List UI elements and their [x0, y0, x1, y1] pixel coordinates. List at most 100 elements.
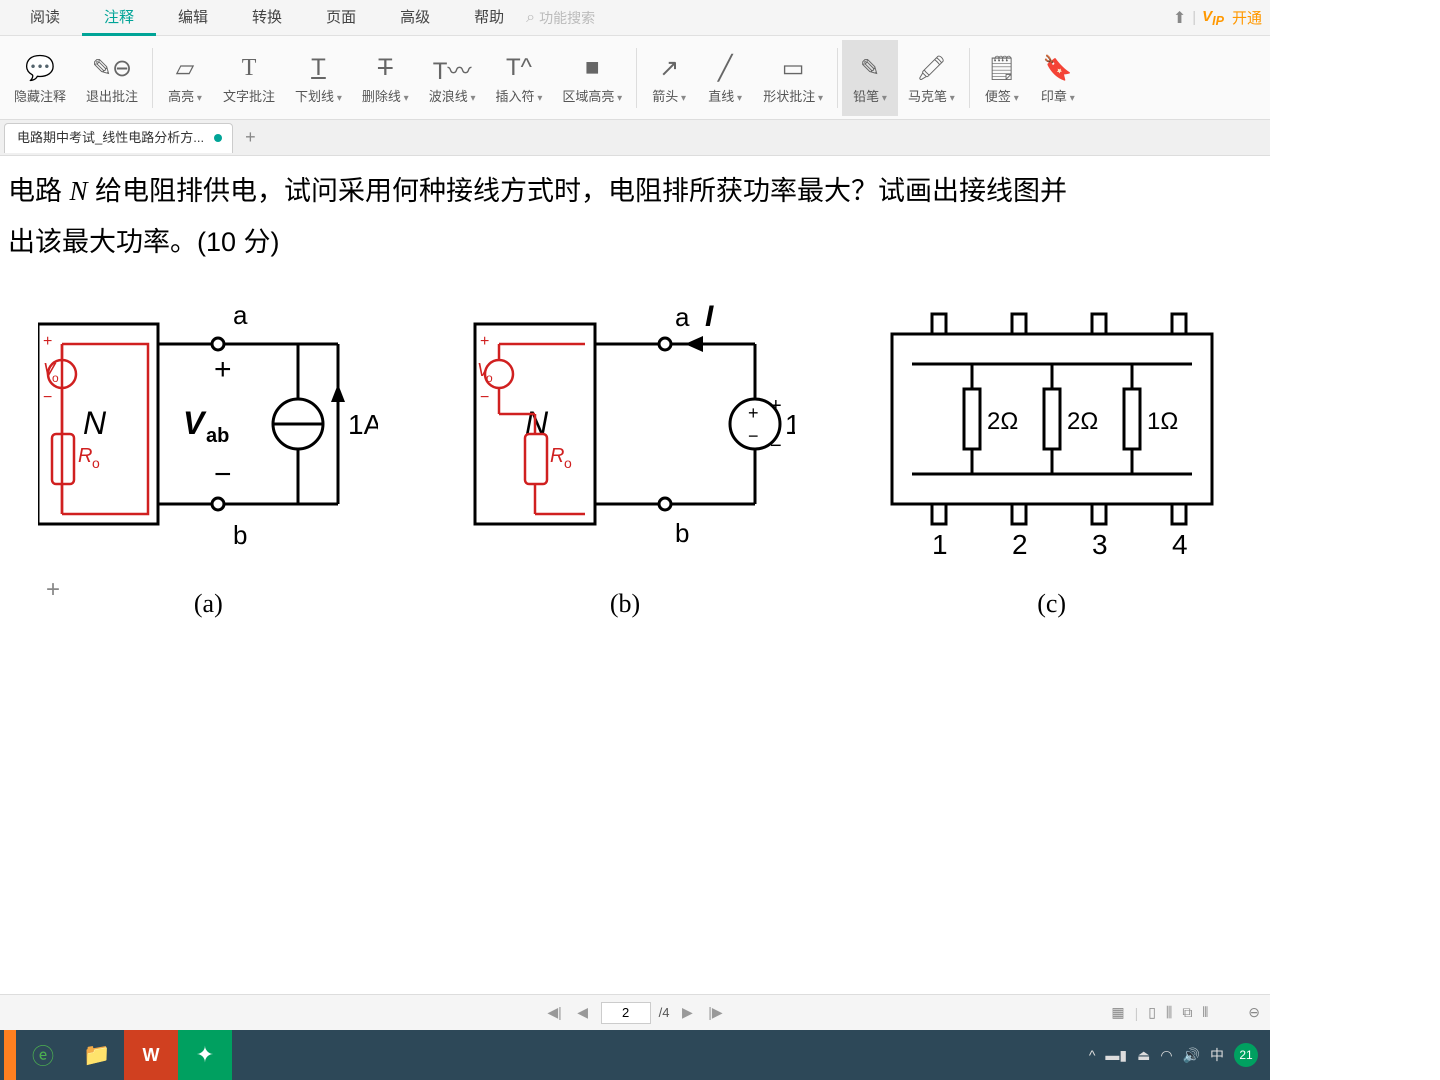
svg-text:−: − [480, 389, 489, 406]
document-viewport[interactable]: 电路 N 给电阻排供电，试问采用何种接线方式时，电阻排所获功率最大？试画出接线图… [0, 156, 1270, 1030]
circuit-a-svg: N a b + − V ab [38, 284, 378, 564]
view-book-icon[interactable]: ⫴ [1202, 1004, 1208, 1021]
last-page-button[interactable]: |▶ [705, 1004, 725, 1021]
marker-button[interactable]: 🖍 马克笔 [898, 40, 965, 116]
menu-annotate[interactable]: 注释 [82, 0, 156, 36]
document-tab[interactable]: 电路期中考试_线性电路分析方... [4, 123, 233, 153]
marker-icon: 🖍 [916, 50, 946, 86]
svg-text:b: b [233, 520, 247, 550]
wps-icon[interactable]: W [124, 1030, 178, 1080]
tray-up-icon[interactable]: ^ [1089, 1047, 1096, 1063]
circuit-diagram-c: 2Ω 2Ω 1Ω 1 2 3 4 (c) [872, 284, 1232, 619]
comment-icon: 💬 [25, 50, 55, 86]
svg-text:2: 2 [1012, 529, 1028, 560]
usb-icon[interactable]: ⏏ [1137, 1047, 1150, 1064]
svg-text:1: 1 [932, 529, 948, 560]
page-number-input[interactable] [601, 1002, 651, 1024]
svg-text:o: o [486, 371, 493, 385]
vip-button[interactable]: VIP 开通 [1202, 7, 1262, 28]
view-controls: ▦ | ▯ ⫼ ⧉ ⫴ ⊖ [1111, 1004, 1260, 1021]
view-continuous-icon[interactable]: ⫼ [1166, 1004, 1172, 1021]
svg-text:a: a [675, 302, 690, 332]
svg-text:a: a [233, 300, 248, 330]
svg-text:o: o [564, 455, 572, 471]
caret-icon: T^ [506, 50, 532, 86]
add-tab-button[interactable]: + [233, 127, 268, 148]
note-icon: 🗒 [987, 50, 1017, 86]
svg-text:o: o [92, 455, 100, 471]
text-annotation-button[interactable]: T 文字批注 [213, 40, 285, 116]
sticky-note-button[interactable]: 🗒 便签 [974, 40, 1030, 116]
layout-grid-icon[interactable]: ▦ [1111, 1004, 1124, 1021]
volume-icon[interactable]: 🔊 [1183, 1047, 1200, 1064]
svg-text:V: V [183, 405, 207, 441]
view-single-icon[interactable]: ▯ [1148, 1004, 1156, 1021]
stamp-button[interactable]: 🔖 印章 [1030, 40, 1086, 116]
pdf-app-icon[interactable]: ✦ [178, 1030, 232, 1080]
system-tray: ^ ▬▮ ⏏ ◠ 🔊 中 21 [1089, 1043, 1266, 1067]
ime-indicator[interactable]: 中 [1210, 1045, 1224, 1065]
insert-caret-button[interactable]: T^ 插入符 [486, 40, 553, 116]
svg-text:o: o [52, 371, 59, 385]
vip-icon: VIP [1202, 8, 1224, 28]
square-icon: ■ [585, 50, 600, 86]
menu-help[interactable]: 帮助 [452, 0, 526, 36]
menu-edit[interactable]: 编辑 [156, 0, 230, 36]
diagram-b-label: (b) [455, 589, 795, 619]
clock-icon[interactable]: 21 [1234, 1043, 1258, 1067]
file-explorer-icon[interactable]: 📁 [70, 1030, 124, 1080]
next-page-button[interactable]: ▶ [677, 1004, 697, 1021]
first-page-button[interactable]: ◀| [545, 1004, 565, 1021]
hide-annotation-button[interactable]: 💬 隐藏注释 [4, 40, 76, 116]
question-text: 电路 N 给电阻排供电，试问采用何种接线方式时，电阻排所获功率最大？试画出接线图… [0, 166, 1270, 269]
windows-taskbar: ⓔ 📁 W ✦ ^ ▬▮ ⏏ ◠ 🔊 中 21 [0, 1030, 1270, 1080]
area-highlight-button[interactable]: ■ 区域高亮 [552, 40, 632, 116]
svg-text:I: I [705, 300, 714, 333]
menu-advanced[interactable]: 高级 [378, 0, 452, 36]
circuit-b-svg: N a b I + − + − 1V [455, 284, 795, 564]
arrow-button[interactable]: ↗ 箭头 [641, 40, 697, 116]
document-tab-bar: 电路期中考试_线性电路分析方... + [0, 120, 1270, 156]
svg-text:N: N [83, 405, 107, 441]
stamp-icon: 🔖 [1043, 50, 1073, 86]
exit-annotation-button[interactable]: ✎⊖ 退出批注 [76, 40, 148, 116]
underline-button[interactable]: T 下划线 [285, 40, 352, 116]
zoom-out-button[interactable]: ⊖ [1248, 1004, 1260, 1021]
svg-text:3: 3 [1092, 529, 1108, 560]
svg-text:2Ω: 2Ω [1067, 408, 1098, 435]
share-icon[interactable]: ⬆ [1173, 8, 1186, 28]
svg-text:1Ω: 1Ω [1147, 408, 1178, 435]
menu-convert[interactable]: 转换 [230, 0, 304, 36]
tab-title: 电路期中考试_线性电路分析方... [17, 123, 204, 153]
start-button[interactable] [4, 1030, 16, 1080]
svg-text:4: 4 [1172, 529, 1188, 560]
vip-label: 开通 [1232, 7, 1262, 28]
wavy-line-button[interactable]: T〰 波浪线 [419, 40, 486, 116]
browser-icon[interactable]: ⓔ [16, 1030, 70, 1080]
highlight-button[interactable]: ▱ 高亮 [157, 40, 213, 116]
prev-page-button[interactable]: ◀ [573, 1004, 593, 1021]
page-total-label: /4 [659, 1005, 670, 1020]
annotation-toolbar: 💬 隐藏注释 ✎⊖ 退出批注 ▱ 高亮 T 文字批注 T 下划线 T 删除线 T… [0, 36, 1270, 120]
svg-text:ab: ab [206, 425, 229, 447]
battery-icon[interactable]: ▬▮ [1105, 1047, 1127, 1064]
cursor-crosshair-icon: + [46, 576, 60, 604]
pencil-button[interactable]: ✎ 铅笔 [842, 40, 898, 116]
line-button[interactable]: ╱ 直线 [697, 40, 753, 116]
menu-read[interactable]: 阅读 [8, 0, 82, 36]
svg-text:+: + [770, 395, 782, 417]
menu-page[interactable]: 页面 [304, 0, 378, 36]
shape-annotation-button[interactable]: ▭ 形状批注 [753, 40, 833, 116]
view-facing-icon[interactable]: ⧉ [1182, 1004, 1192, 1021]
modified-indicator-icon [214, 134, 222, 142]
page-navigation: ◀| ◀ /4 ▶ |▶ [545, 1002, 726, 1024]
svg-text:+: + [214, 353, 232, 386]
diagram-a-label: (a) [38, 589, 378, 619]
svg-text:+: + [748, 403, 759, 423]
wifi-icon[interactable]: ◠ [1160, 1047, 1172, 1064]
rectangle-icon: ▭ [782, 50, 805, 86]
feature-search[interactable]: 功能搜索 [526, 8, 595, 28]
svg-text:−: − [748, 426, 759, 446]
strikethrough-button[interactable]: T 删除线 [352, 40, 419, 116]
line-icon: ╱ [718, 50, 732, 86]
